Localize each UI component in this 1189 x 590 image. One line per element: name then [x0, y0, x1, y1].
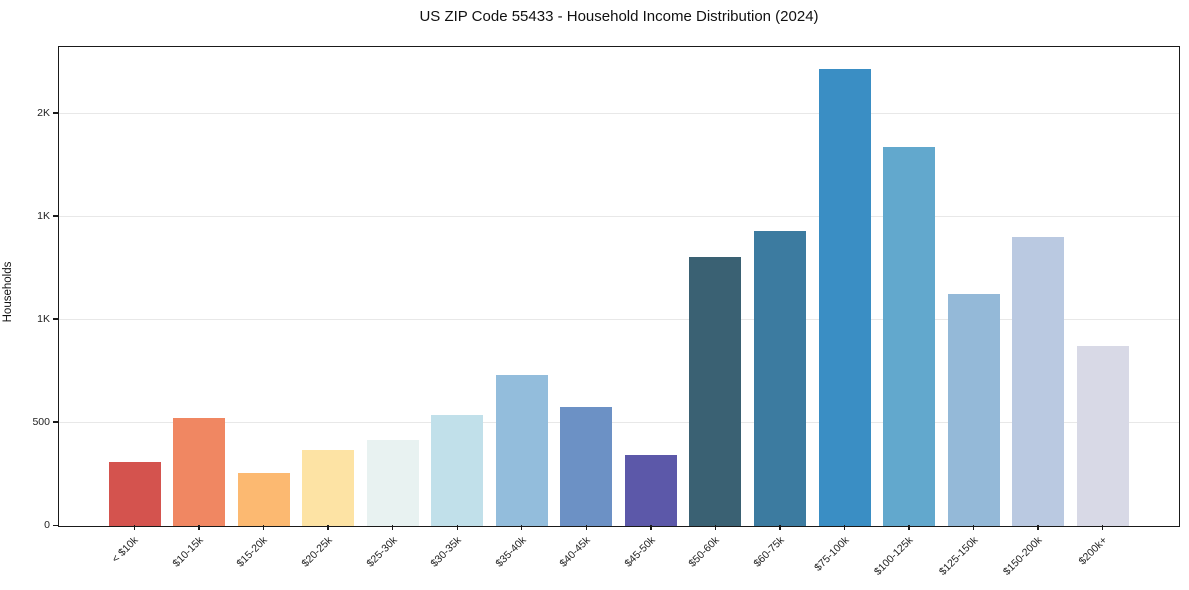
bar-10-15k	[173, 418, 226, 526]
x-tick-mark	[908, 525, 910, 530]
bar-125-150k	[947, 293, 1000, 526]
bar-layer	[59, 47, 1179, 526]
y-tick-mark	[52, 524, 58, 526]
x-tick-mark	[972, 525, 975, 530]
plot-area: 0 500 1K 1K 2K < $10k $10-15k $15-20k $20-25k $2…	[32, 46, 1180, 578]
x-tick-mark	[585, 525, 588, 530]
y-tick-label: 1K	[37, 210, 50, 223]
x-tick-label: $25-30k	[363, 534, 400, 570]
gridline	[59, 319, 1179, 321]
chart-title: US ZIP Code 55433 - Household Income Dis…	[419, 8, 819, 25]
x-tick-mark	[1102, 525, 1104, 530]
x-tick-label: $40-45k	[557, 534, 593, 570]
bar-35-40k	[495, 374, 548, 526]
bar-40-45k	[560, 407, 613, 526]
gridline	[59, 216, 1179, 218]
x-tick-mark	[521, 525, 523, 530]
x-tick-mark	[133, 525, 136, 530]
gridline	[59, 112, 1179, 114]
x-tick-label: $45-50k	[622, 534, 658, 570]
y-tick-label: 0	[44, 519, 50, 532]
x-tick-mark	[262, 525, 265, 530]
x-tick-label: $10-15k	[170, 534, 206, 570]
x-tick-label: $150-200k	[1001, 534, 1045, 578]
x-tick-mark	[327, 525, 329, 530]
y-tick-mark	[52, 215, 58, 217]
x-tick-label: $35-40k	[493, 534, 529, 570]
y-tick-mark	[52, 421, 58, 423]
x-tick-mark	[198, 525, 200, 530]
x-tick-label: $100-125k	[872, 534, 916, 578]
x-tick-label: $125-150k	[936, 534, 981, 578]
x-tick-label: $200k+	[1076, 534, 1110, 568]
x-tick-mark	[650, 525, 652, 530]
bar-45-50k	[624, 455, 677, 526]
y-tick-label: 2K	[37, 106, 50, 119]
bar-10k	[108, 461, 161, 526]
bar-100-125k	[883, 146, 936, 526]
gridline	[59, 422, 1179, 424]
bar-20-25k	[302, 450, 355, 526]
x-tick-mark	[391, 525, 394, 530]
bar-200k	[1076, 346, 1129, 526]
x-tick-label: < $10k	[110, 534, 142, 566]
x-tick-mark	[714, 525, 717, 530]
bar-25-30k	[366, 440, 419, 526]
x-tick-mark	[456, 525, 458, 530]
y-tick-mark	[52, 318, 58, 320]
y-tick-label: 1K	[37, 313, 50, 326]
bar-75-100k	[818, 69, 871, 526]
x-tick-label: $15-20k	[234, 534, 271, 570]
x-tick-mark	[843, 525, 846, 530]
x-tick-label: $20-25k	[299, 534, 335, 570]
y-tick-mark	[52, 112, 58, 114]
y-axis: 0 500 1K 1K 2K	[32, 47, 1179, 530]
y-tick-label: 500	[32, 416, 50, 429]
bar-15-20k	[237, 472, 290, 526]
x-tick-mark	[779, 525, 781, 530]
bar-60-75k	[753, 231, 806, 526]
bar-150-200k	[1012, 237, 1065, 526]
bar-50-60k	[689, 257, 742, 526]
x-tick-label: $75-100k	[811, 534, 852, 574]
x-tick-label: $60-75k	[751, 534, 787, 570]
bar-30-35k	[431, 414, 484, 526]
grid-layer	[59, 47, 1179, 526]
x-axis: < $10k $10-15k $15-20k $20-25k $25-30k $30-35…	[59, 525, 1179, 586]
x-tick-label: $50-60k	[686, 534, 723, 570]
x-tick-label: $30-35k	[428, 534, 464, 570]
x-tick-mark	[1037, 525, 1039, 530]
